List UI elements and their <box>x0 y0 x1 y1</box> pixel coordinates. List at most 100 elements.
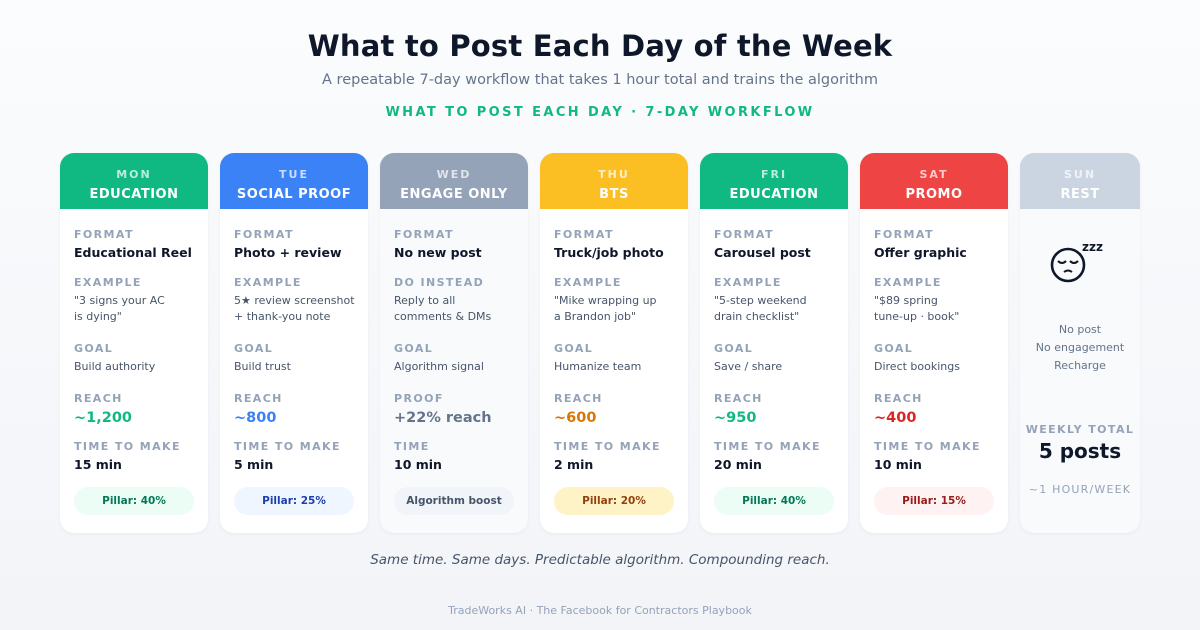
example-value: "Mike wrapping up a Brandon job" <box>554 293 678 325</box>
example-line: "5-step weekend <box>714 294 807 307</box>
example-line: + thank-you note <box>234 310 331 323</box>
format-value: Photo + review <box>234 245 342 260</box>
sleeping-face-icon: zzz <box>1048 239 1112 287</box>
card-header: SUN REST <box>1020 153 1140 209</box>
card-body: FORMAT Educational Reel EXAMPLE "3 signs yo… <box>60 209 208 533</box>
card-day: THU <box>598 168 630 181</box>
weekly-total-label: WEEKLY TOTAL <box>1025 423 1135 436</box>
card-day: TUE <box>279 168 309 181</box>
card-header: MON EDUCATION <box>60 153 208 209</box>
card-theme: SOCIAL PROOF <box>236 187 352 202</box>
goal-label: GOAL <box>394 342 434 355</box>
day-card-sat: SAT PROMO FORMAT Offer graphic EXAMPLE "$89 s… <box>860 153 1008 533</box>
card-body: FORMAT Photo + review EXAMPLE 5★ review scr… <box>220 209 368 533</box>
time-label: TIME TO MAKE <box>874 440 981 453</box>
example-label: DO INSTEAD <box>394 276 485 289</box>
format-label: FORMAT <box>234 228 294 241</box>
time-value: 10 min <box>394 457 442 472</box>
format-label: FORMAT <box>554 228 614 241</box>
example-value: "3 signs your AC is dying" <box>74 293 198 325</box>
card-header: TUE SOCIAL PROOF <box>220 153 368 209</box>
example-line: comments & DMs <box>394 310 492 323</box>
example-value: Reply to all comments & DMs <box>394 293 518 325</box>
example-label: EXAMPLE <box>234 276 302 289</box>
reach-label: REACH <box>554 392 603 405</box>
reach-value: ~800 <box>234 410 277 426</box>
reach-label: REACH <box>234 392 283 405</box>
day-card-fri: FRI EDUCATION FORMAT Carousel post EXAMPLE "5… <box>700 153 848 533</box>
format-label: FORMAT <box>394 228 454 241</box>
format-label: FORMAT <box>74 228 134 241</box>
example-value: "5-step weekend drain checklist" <box>714 293 838 325</box>
reach-label: REACH <box>714 392 763 405</box>
example-value: 5★ review screenshot + thank-you note <box>234 293 358 325</box>
rest-note: Recharge <box>1054 359 1106 372</box>
time-label: TIME TO MAKE <box>554 440 661 453</box>
weekly-total-value: 5 posts <box>1038 439 1122 463</box>
svg-text:zzz: zzz <box>1082 240 1103 254</box>
section-kicker: WHAT TO POST EACH DAY · 7-DAY WORKFLOW <box>385 105 815 120</box>
day-card-tue: TUE SOCIAL PROOF FORMAT Photo + review EXAMP… <box>220 153 368 533</box>
tagline: Same time. Same days. Predictable algori… <box>370 552 830 568</box>
weekly-hours: ~1 HOUR/WEEK <box>1028 483 1132 496</box>
day-card-thu: THU BTS FORMAT Truck/job photo EXAMPLE "Mike … <box>540 153 688 533</box>
day-card-mon: MON EDUCATION FORMAT Educational Reel EXAMPL… <box>60 153 208 533</box>
pillar-badge: Pillar: 40% <box>714 487 834 515</box>
example-label: EXAMPLE <box>554 276 622 289</box>
card-theme: REST <box>1060 187 1100 202</box>
card-body: zzz No post No engagement Recharge WEEKL… <box>1020 209 1140 533</box>
pillar-badge: Pillar: 25% <box>234 487 354 515</box>
example-line: Reply to all <box>394 294 456 307</box>
card-body: FORMAT Carousel post EXAMPLE "5-step weeken… <box>700 209 848 533</box>
page-title: What to Post Each Day of the Week <box>307 29 893 63</box>
example-line: "Mike wrapping up <box>554 294 657 307</box>
card-header: SAT PROMO <box>860 153 1008 209</box>
pillar-badge: Pillar: 40% <box>74 487 194 515</box>
goal-value: Build authority <box>74 360 156 373</box>
time-value: 5 min <box>234 457 274 472</box>
day-card-sun: SUN REST zzz No post No engagement Recha… <box>1020 153 1140 533</box>
card-day: MON <box>116 168 152 181</box>
card-body: FORMAT Offer graphic EXAMPLE "$89 spring tun… <box>860 209 1008 533</box>
card-theme: PROMO <box>905 187 963 202</box>
example-label: EXAMPLE <box>874 276 942 289</box>
format-label: FORMAT <box>874 228 934 241</box>
time-value: 20 min <box>714 457 762 472</box>
format-label: FORMAT <box>714 228 774 241</box>
goal-label: GOAL <box>74 342 114 355</box>
goal-label: GOAL <box>714 342 754 355</box>
pillar-badge: Algorithm boost <box>394 487 514 515</box>
card-day: SUN <box>1063 168 1097 181</box>
pillar-badge: Pillar: 15% <box>874 487 994 515</box>
reach-value: +22% reach <box>394 410 492 426</box>
reach-value: ~600 <box>554 410 597 426</box>
reach-label: REACH <box>74 392 123 405</box>
footer: TradeWorks AI · The Facebook for Contrac… <box>448 604 752 617</box>
format-value: No new post <box>394 245 482 260</box>
card-header: FRI EDUCATION <box>700 153 848 209</box>
time-label: TIME TO MAKE <box>234 440 341 453</box>
goal-value: Save / share <box>714 360 783 373</box>
pillar-badge: Pillar: 20% <box>554 487 674 515</box>
example-line: 5★ review screenshot <box>234 294 355 307</box>
example-line: a Brandon job" <box>554 310 637 323</box>
example-line: is dying" <box>74 310 122 323</box>
card-day: SAT <box>919 168 949 181</box>
format-value: Educational Reel <box>74 245 192 260</box>
example-value: "$89 spring tune-up · book" <box>874 293 998 325</box>
time-label: TIME TO MAKE <box>74 440 181 453</box>
card-body: FORMAT No new post DO INSTEAD Reply to all c… <box>380 209 528 533</box>
goal-label: GOAL <box>234 342 274 355</box>
card-theme: EDUCATION <box>729 187 819 202</box>
format-value: Carousel post <box>714 245 811 260</box>
reach-value: ~1,200 <box>74 410 133 426</box>
example-line: "$89 spring <box>874 294 938 307</box>
rest-note: No engagement <box>1035 341 1125 354</box>
card-theme: BTS <box>599 187 629 202</box>
card-day: WED <box>436 168 472 181</box>
format-value: Truck/job photo <box>554 245 664 260</box>
goal-value: Algorithm signal <box>394 360 484 373</box>
format-value: Offer graphic <box>874 245 967 260</box>
card-theme: ENGAGE ONLY <box>400 187 508 202</box>
goal-value: Humanize team <box>554 360 642 373</box>
